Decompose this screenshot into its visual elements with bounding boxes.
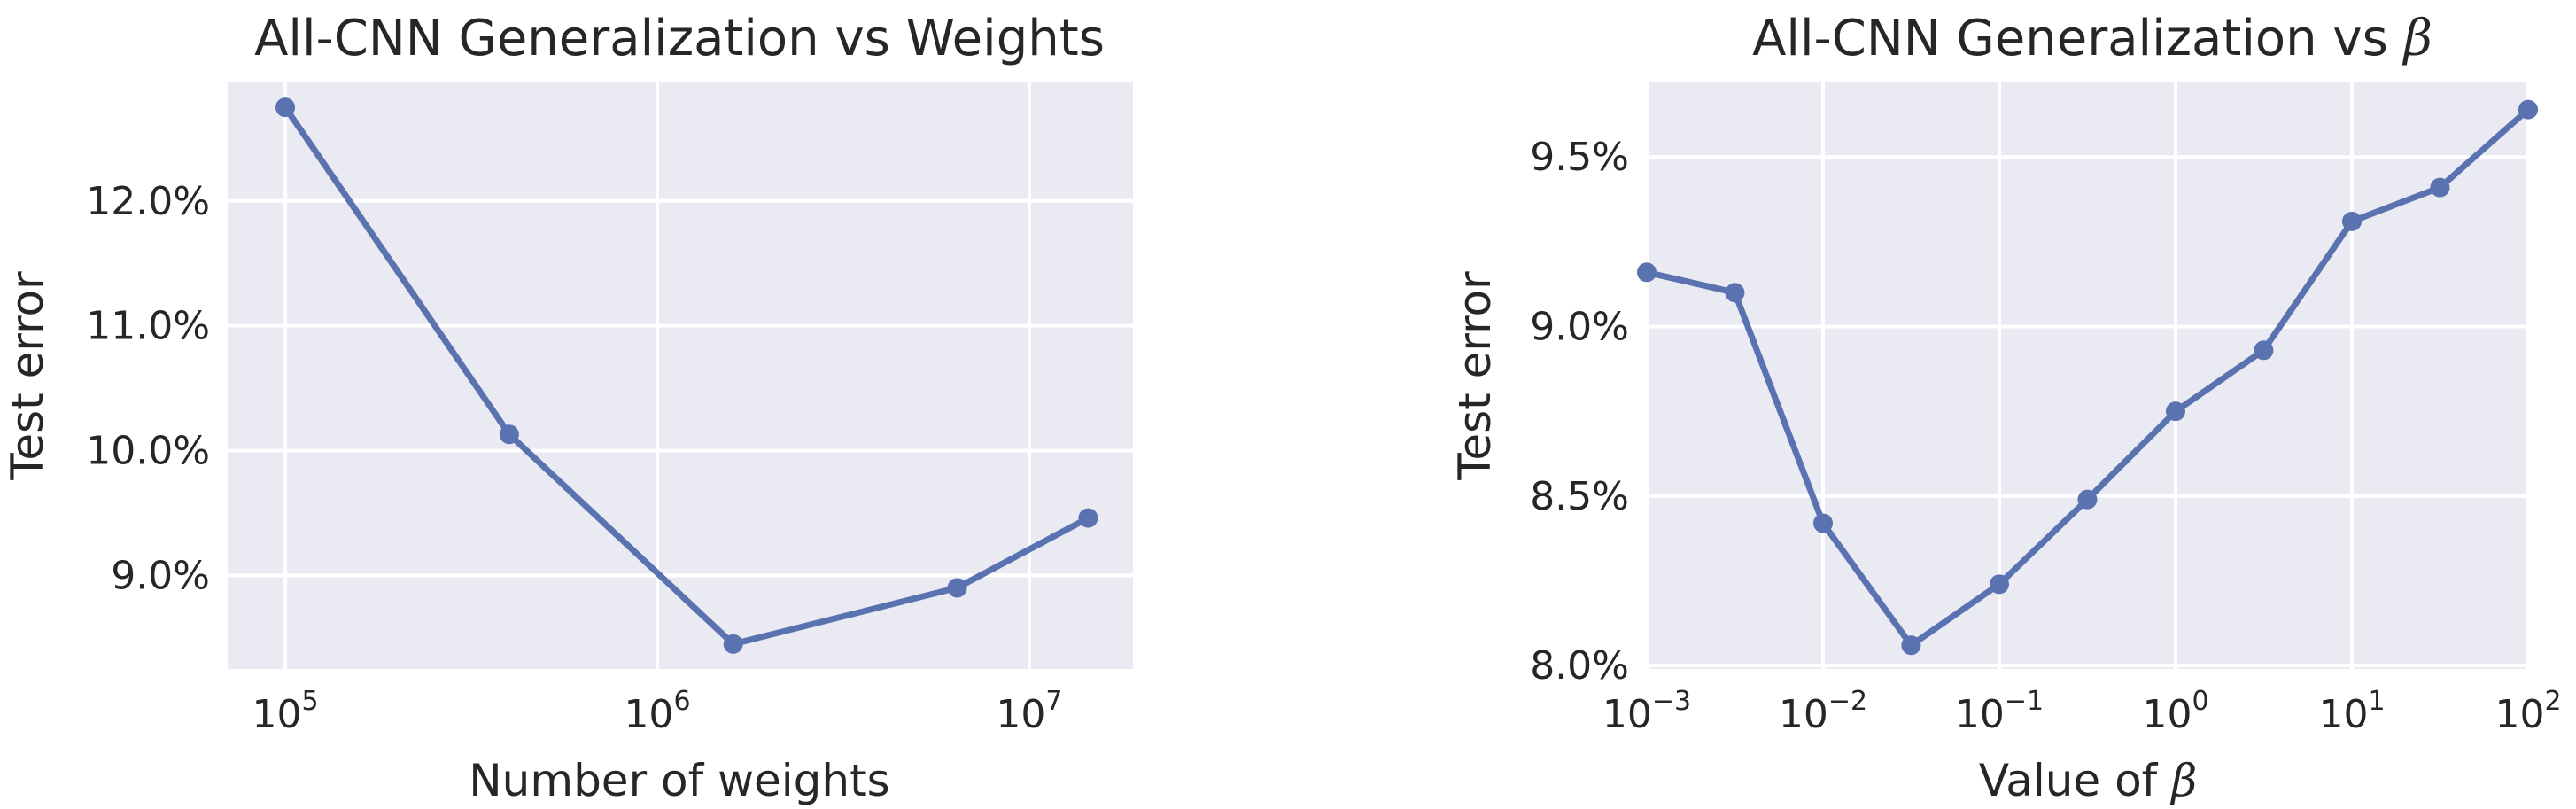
y-gridlines: [1647, 155, 2528, 668]
plot-area: [1647, 82, 2528, 669]
x-tick-label: 101: [2318, 686, 2385, 737]
tick-base: 10: [1779, 692, 1828, 737]
data-point: [275, 97, 296, 118]
data-point: [1078, 508, 1098, 528]
x-tick-label: 10−1: [1955, 686, 2044, 737]
x-tick-label: 100: [2142, 686, 2208, 737]
tick-exponent: 2: [2544, 686, 2561, 717]
data-point: [2342, 211, 2362, 231]
data-point: [1813, 513, 1833, 533]
chart-title: All-CNN Generalization vs Weights: [254, 10, 1105, 67]
tick-base: 10: [996, 692, 1045, 737]
tick-base: 10: [2318, 692, 2368, 737]
xlabel-text: Value of: [1979, 755, 2171, 806]
y-tick-label: 8.5%: [1530, 474, 1629, 519]
title-text: All-CNN Generalization vs: [1752, 10, 2403, 67]
y-tick-label: 9.0%: [1530, 305, 1629, 350]
tick-base: 10: [624, 692, 673, 737]
data-point: [1901, 635, 1921, 656]
tick-base: 10: [1602, 692, 1652, 737]
beta-symbol: β: [2402, 10, 2432, 67]
data-point: [1725, 283, 1745, 303]
data-point: [2518, 99, 2538, 120]
data-point: [1990, 574, 2009, 595]
chart-title: All-CNN Generalization vs β: [1752, 10, 2432, 67]
y-tick-label: 10.0%: [86, 429, 210, 474]
x-tick-label: 10−2: [1779, 686, 1867, 737]
y-axis-label: Test error: [1449, 271, 1501, 481]
tick-exponent: −1: [2005, 686, 2044, 717]
data-point: [723, 634, 743, 654]
chart-beta: All-CNN Generalization vs β 10−3 10−2 10−1…: [1449, 10, 2562, 806]
data-point: [2166, 401, 2185, 422]
tick-exponent: −3: [1652, 686, 1691, 717]
x-tick-label: 106: [624, 686, 690, 737]
tick-exponent: −2: [1828, 686, 1867, 717]
tick-exponent: 1: [2368, 686, 2385, 717]
y-tick-label: 8.0%: [1530, 643, 1629, 688]
y-tick-label: 9.5%: [1530, 135, 1629, 180]
x-tick-label: 102: [2495, 686, 2561, 737]
y-axis-label: Test error: [2, 271, 53, 481]
tick-base: 10: [252, 692, 302, 737]
series-group: [1637, 99, 2538, 656]
x-tick-label: 107: [996, 686, 1062, 737]
y-tick-label: 12.0%: [86, 179, 210, 224]
y-tick-label: 11.0%: [86, 304, 210, 349]
data-point: [2254, 340, 2274, 361]
x-gridlines: [1645, 82, 2530, 669]
tick-exponent: 7: [1045, 686, 1062, 717]
tick-base: 10: [2142, 692, 2192, 737]
tick-exponent: 0: [2192, 686, 2208, 717]
x-axis-label: Number of weights: [469, 755, 889, 806]
data-point: [1637, 262, 1657, 283]
y-tick-labels: 8.0% 8.5% 9.0% 9.5%: [1530, 135, 1629, 688]
tick-base: 10: [1955, 692, 2005, 737]
data-point: [499, 424, 519, 445]
data-point: [2077, 489, 2098, 510]
y-tick-label: 9.0%: [111, 553, 210, 598]
x-tick-labels: 10−3 10−2 10−1 100 101 102: [1602, 686, 2562, 737]
x-axis-label: Value of β: [1979, 755, 2197, 806]
y-tick-labels: 9.0% 10.0% 11.0% 12.0%: [86, 179, 210, 599]
tick-base: 10: [2495, 692, 2544, 737]
chart-weights: All-CNN Generalization vs Weights 105 106…: [2, 10, 1133, 806]
plot-area: [228, 82, 1133, 669]
tick-exponent: 5: [302, 686, 319, 717]
series-group: [275, 97, 1098, 654]
tick-exponent: 6: [673, 686, 690, 717]
data-point: [2430, 177, 2450, 198]
x-tick-label: 105: [252, 686, 319, 737]
x-tick-labels: 105 106 107: [252, 686, 1063, 737]
data-point: [947, 578, 967, 598]
x-tick-label: 10−3: [1602, 686, 1691, 737]
beta-symbol: β: [2169, 755, 2197, 806]
